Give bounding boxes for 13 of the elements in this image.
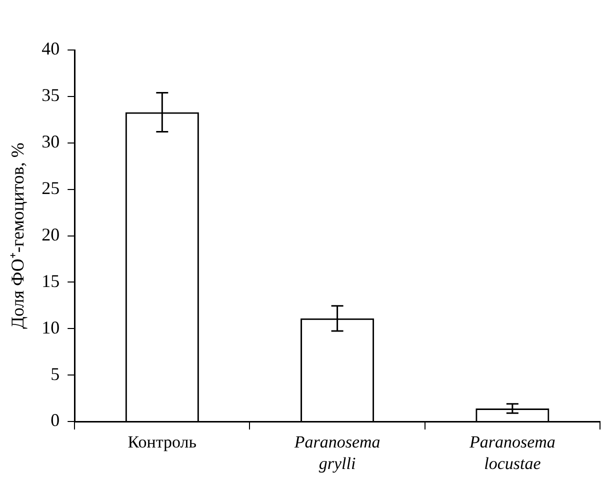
x-tick-label: Paranosema grylli (293, 432, 380, 473)
x-tick-label: Контроль (128, 432, 197, 452)
y-tick-label: 10 (42, 317, 60, 338)
y-tick-label: 5 (50, 364, 60, 384)
y-tick-label: 20 (42, 224, 60, 244)
y-axis-title: Доля ФО⁺-гемоцитов, % (8, 142, 28, 329)
y-tick-label: 15 (42, 270, 60, 291)
y-tick-label: 0 (50, 410, 60, 430)
y-tick-label: 30 (42, 132, 60, 152)
x-tick-label: Paranosema locustae (468, 432, 556, 473)
y-tick-label: 35 (42, 85, 60, 106)
y-tick-label: 40 (42, 38, 60, 59)
y-tick-label: 25 (42, 178, 60, 198)
